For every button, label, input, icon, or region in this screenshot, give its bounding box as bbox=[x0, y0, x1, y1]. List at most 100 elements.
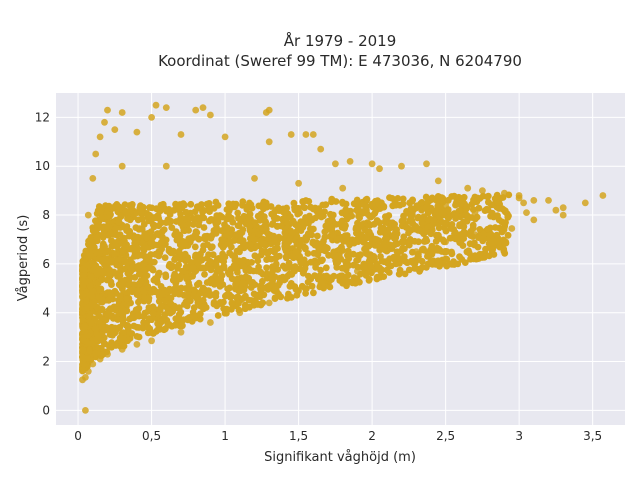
data-point bbox=[391, 220, 398, 228]
data-point bbox=[232, 285, 239, 293]
data-point bbox=[164, 306, 172, 314]
y-tick-label: 0 bbox=[42, 403, 50, 417]
data-point bbox=[171, 321, 179, 329]
data-point bbox=[231, 253, 239, 260]
data-point bbox=[82, 374, 89, 381]
data-point bbox=[401, 270, 409, 278]
data-point bbox=[84, 367, 92, 375]
chart-title-line1: År 1979 - 2019 bbox=[284, 31, 397, 50]
data-point bbox=[104, 350, 111, 358]
y-axis-ticks: 0 2 4 6 8 10 12 bbox=[35, 110, 50, 417]
data-point bbox=[277, 293, 285, 301]
data-point bbox=[201, 233, 209, 240]
data-point bbox=[341, 232, 349, 240]
data-point bbox=[170, 302, 178, 310]
data-point bbox=[148, 204, 156, 212]
data-point bbox=[111, 250, 118, 258]
data-point bbox=[457, 231, 465, 238]
data-point bbox=[309, 131, 317, 138]
data-point bbox=[412, 248, 420, 256]
data-point bbox=[148, 114, 156, 121]
data-point bbox=[140, 267, 148, 275]
data-point bbox=[196, 310, 204, 318]
data-point bbox=[216, 299, 224, 306]
data-point bbox=[176, 232, 184, 240]
data-point bbox=[201, 271, 208, 278]
data-point bbox=[455, 193, 463, 201]
data-point bbox=[392, 201, 400, 209]
data-point bbox=[343, 237, 350, 245]
data-point bbox=[465, 247, 472, 255]
data-point bbox=[128, 201, 136, 208]
data-point bbox=[442, 238, 449, 246]
x-tick-label: 2 bbox=[368, 429, 376, 443]
data-point bbox=[385, 269, 393, 276]
data-point bbox=[328, 224, 336, 232]
x-tick-label: 2,5 bbox=[436, 429, 455, 443]
data-point bbox=[92, 227, 99, 234]
data-point bbox=[177, 284, 185, 292]
x-tick-label: 1,5 bbox=[289, 429, 308, 443]
data-point bbox=[117, 213, 125, 221]
data-point bbox=[359, 200, 366, 208]
data-point bbox=[426, 252, 433, 259]
data-point bbox=[259, 203, 267, 210]
x-axis-ticks: 0 0,5 1 1,5 2 2,5 3 3,5 bbox=[74, 429, 602, 443]
data-point bbox=[96, 355, 104, 363]
data-point bbox=[333, 264, 341, 271]
data-point bbox=[149, 310, 157, 318]
data-point bbox=[189, 264, 197, 272]
data-point bbox=[314, 251, 322, 259]
data-point bbox=[191, 243, 199, 251]
data-point bbox=[151, 214, 159, 222]
data-point bbox=[207, 266, 215, 274]
data-point bbox=[501, 223, 508, 231]
data-point bbox=[101, 243, 108, 250]
data-point bbox=[143, 234, 151, 242]
data-point bbox=[335, 235, 342, 243]
data-point bbox=[82, 407, 89, 414]
data-point bbox=[402, 224, 410, 231]
data-point bbox=[134, 233, 142, 241]
data-point bbox=[489, 237, 497, 245]
data-point bbox=[271, 294, 279, 301]
data-point bbox=[130, 245, 137, 253]
data-point bbox=[398, 217, 406, 225]
data-point bbox=[262, 109, 270, 116]
data-point bbox=[135, 280, 143, 288]
data-point bbox=[294, 210, 302, 218]
data-point bbox=[302, 290, 309, 297]
data-point bbox=[376, 165, 383, 173]
data-point bbox=[149, 265, 156, 273]
data-point bbox=[233, 277, 241, 284]
data-point bbox=[469, 224, 477, 232]
data-point bbox=[365, 242, 372, 250]
data-point bbox=[181, 227, 189, 235]
data-point bbox=[470, 255, 477, 263]
data-point bbox=[302, 244, 309, 252]
data-point bbox=[489, 245, 497, 253]
data-point bbox=[559, 204, 567, 212]
data-point bbox=[386, 194, 393, 202]
data-point bbox=[422, 193, 430, 201]
data-point bbox=[321, 233, 329, 241]
data-point bbox=[349, 279, 356, 287]
data-point bbox=[412, 264, 420, 272]
data-point bbox=[157, 283, 165, 290]
data-point bbox=[501, 207, 509, 215]
x-tick-label: 0,5 bbox=[142, 429, 161, 443]
data-point bbox=[180, 238, 188, 246]
data-point bbox=[283, 241, 291, 249]
data-point bbox=[135, 324, 143, 331]
data-point bbox=[523, 209, 530, 217]
data-point bbox=[475, 204, 483, 212]
data-point bbox=[214, 202, 222, 209]
data-points bbox=[79, 101, 607, 414]
data-point bbox=[405, 239, 413, 247]
data-point bbox=[143, 210, 151, 217]
data-point bbox=[111, 126, 119, 133]
data-point bbox=[432, 207, 440, 215]
data-point bbox=[182, 215, 190, 222]
data-point bbox=[89, 360, 97, 368]
